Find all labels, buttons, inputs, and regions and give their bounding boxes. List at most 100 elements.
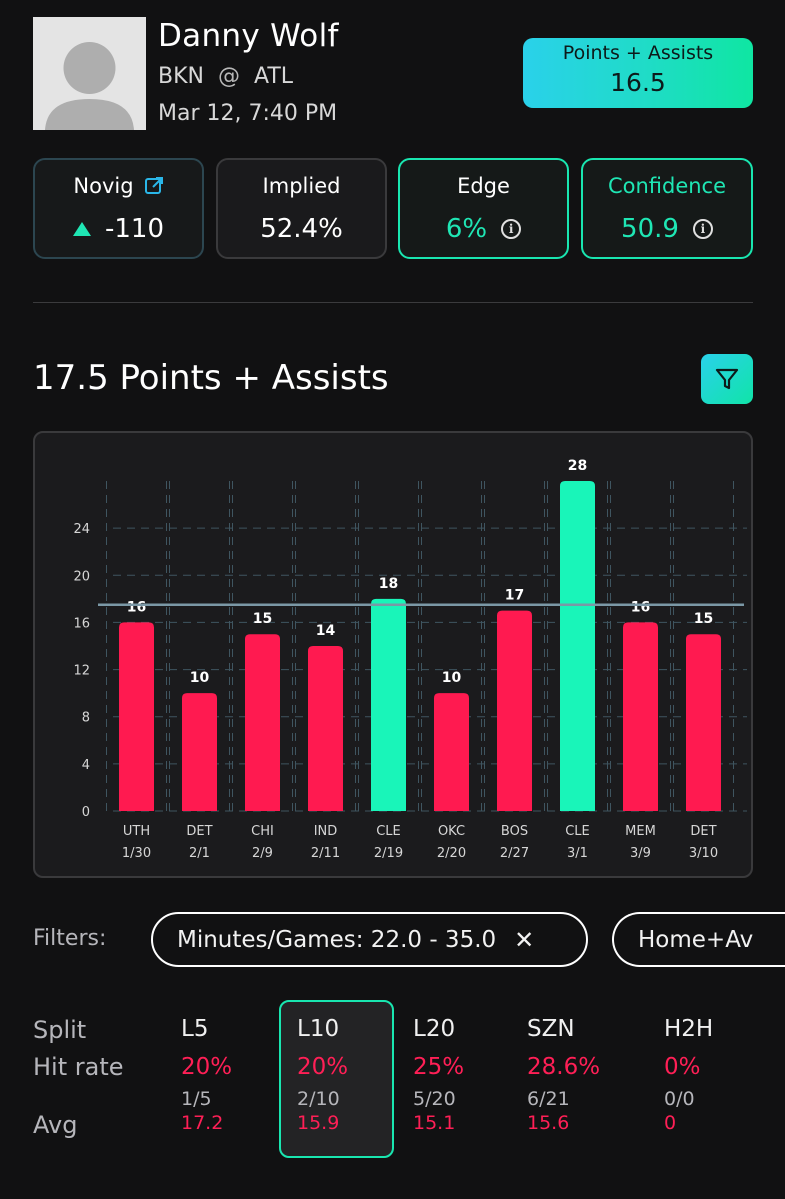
selected-split-highlight — [279, 1000, 394, 1158]
implied-title: Implied — [262, 174, 341, 198]
y-tick-label: 16 — [73, 616, 90, 631]
x-tick-date-label: 2/27 — [500, 846, 529, 861]
x-tick-label: CHI — [251, 824, 274, 839]
confidence-value: 50.9 — [621, 214, 679, 244]
split-name: H2H — [664, 1016, 714, 1042]
implied-value: 52.4% — [260, 214, 343, 244]
split-name: L20 — [413, 1016, 456, 1042]
x-tick-date-label: 3/10 — [689, 846, 718, 861]
split-name: SZN — [527, 1016, 575, 1042]
section-divider — [33, 302, 753, 303]
novig-value: -110 — [104, 214, 164, 244]
y-tick-label: 4 — [82, 758, 90, 773]
split-hit-rate: 25% — [413, 1054, 465, 1080]
prop-line-value: 16.5 — [610, 68, 666, 97]
split-hit-rate: 20% — [297, 1054, 349, 1080]
x-tick-date-label: 2/20 — [437, 846, 466, 861]
split-fraction: 0/0 — [664, 1088, 695, 1110]
chart-panel: 0 4 8 12 16 20 24 16 UTH 1/30 10 DET 2/1 15 CHI 2/9 14 IN… — [33, 431, 753, 878]
bar — [497, 610, 532, 811]
y-tick-label: 0 — [82, 805, 90, 820]
bar-value-label: 16 — [631, 599, 650, 615]
bar — [686, 634, 721, 811]
x-tick-date-label: 2/1 — [189, 846, 210, 861]
filters-label: Filters: — [33, 926, 107, 951]
filter-button[interactable] — [701, 354, 753, 404]
x-tick-label: MEM — [625, 824, 656, 839]
split-avg: 15.6 — [527, 1112, 570, 1134]
bar-value-label: 14 — [316, 623, 336, 639]
player-avatar — [33, 17, 146, 130]
x-tick-date-label: 2/11 — [311, 846, 340, 861]
prop-line-badge[interactable]: Points + Assists 16.5 — [523, 38, 753, 108]
novig-title: Novig — [73, 174, 134, 198]
player-name: Danny Wolf — [158, 18, 339, 54]
bar-value-label: 15 — [253, 611, 272, 627]
y-tick-label: 24 — [73, 522, 90, 537]
filter-chip-minutes[interactable]: Minutes/Games: 22.0 - 35.0 ✕ — [151, 912, 588, 967]
bar-value-label: 17 — [505, 588, 524, 604]
split-fraction: 6/21 — [527, 1088, 570, 1110]
split-column-l10[interactable]: L10 20% 2/10 15.9 — [297, 1016, 407, 1134]
at-symbol: @ — [217, 64, 240, 89]
x-tick-date-label: 1/30 — [122, 846, 151, 861]
split-avg: 17.2 — [181, 1112, 224, 1134]
split-avg: 0 — [664, 1112, 677, 1134]
info-icon[interactable]: i — [692, 219, 713, 239]
x-tick-date-label: 2/19 — [374, 846, 403, 861]
bar-value-label: 18 — [379, 576, 398, 592]
confidence-title: Confidence — [607, 174, 727, 198]
split-avg: 15.9 — [297, 1112, 340, 1134]
split-column-l20[interactable]: L20 25% 5/20 15.1 — [413, 1016, 523, 1134]
close-icon[interactable]: ✕ — [514, 925, 535, 954]
bar — [434, 693, 469, 811]
hit-rate-row-label: Hit rate — [33, 1053, 124, 1081]
edge-title: Edge — [457, 174, 510, 198]
split-hit-rate: 20% — [181, 1054, 233, 1080]
split-fraction: 1/5 — [181, 1088, 212, 1110]
confidence-card: Confidence 50.9 i — [581, 158, 753, 259]
x-tick-date-label: 2/9 — [252, 846, 273, 861]
y-tick-label: 20 — [73, 569, 90, 584]
opponent-abbr: ATL — [253, 64, 294, 89]
bar — [245, 634, 280, 811]
x-tick-label: UTH — [123, 824, 150, 839]
filter-chip-home-away[interactable]: Home+Av — [612, 912, 785, 967]
bar-value-label: 10 — [190, 670, 210, 686]
avatar-placeholder-icon — [45, 42, 134, 130]
split-name: L5 — [181, 1016, 209, 1042]
split-fraction: 2/10 — [297, 1088, 340, 1110]
up-triangle-icon — [72, 222, 91, 236]
bar — [119, 622, 154, 811]
x-tick-date-label: 3/9 — [630, 846, 651, 861]
split-column-l5[interactable]: L5 20% 1/5 17.2 — [181, 1016, 291, 1134]
edge-card: Edge 6% i — [398, 158, 569, 259]
bar-value-label: 16 — [127, 599, 146, 615]
x-tick-date-label: 3/1 — [567, 846, 588, 861]
bar — [623, 622, 658, 811]
split-hit-rate: 28.6% — [527, 1054, 601, 1080]
novig-card[interactable]: Novig -110 — [33, 158, 204, 259]
game-time: Mar 12, 7:40 PM — [158, 101, 338, 126]
team-abbr: BKN — [158, 64, 204, 89]
matchup: BKN @ ATL — [158, 64, 293, 89]
split-column-h2h[interactable]: H2H 0% 0/0 0 — [664, 1016, 774, 1134]
x-tick-label: CLE — [376, 824, 401, 839]
x-tick-label: CLE — [565, 824, 590, 839]
bar — [371, 598, 406, 811]
edge-value: 6% — [445, 214, 488, 244]
external-link-icon[interactable] — [144, 176, 164, 196]
bar-value-label: 10 — [442, 670, 462, 686]
avg-row-label: Avg — [33, 1111, 78, 1139]
split-column-szn[interactable]: SZN 28.6% 6/21 15.6 — [527, 1016, 637, 1134]
y-tick-label: 8 — [82, 711, 90, 726]
x-tick-label: DET — [186, 824, 212, 839]
x-tick-label: OKC — [438, 824, 465, 839]
chart-title: 17.5 Points + Assists — [33, 358, 389, 398]
filter-chip-text: Home+Av — [638, 926, 754, 953]
split-fraction: 5/20 — [413, 1088, 456, 1110]
prop-label: Points + Assists — [562, 42, 714, 64]
filter-chip-text: Minutes/Games: 22.0 - 35.0 — [177, 926, 497, 953]
info-icon[interactable]: i — [501, 219, 522, 239]
bar-value-label: 15 — [694, 611, 713, 627]
